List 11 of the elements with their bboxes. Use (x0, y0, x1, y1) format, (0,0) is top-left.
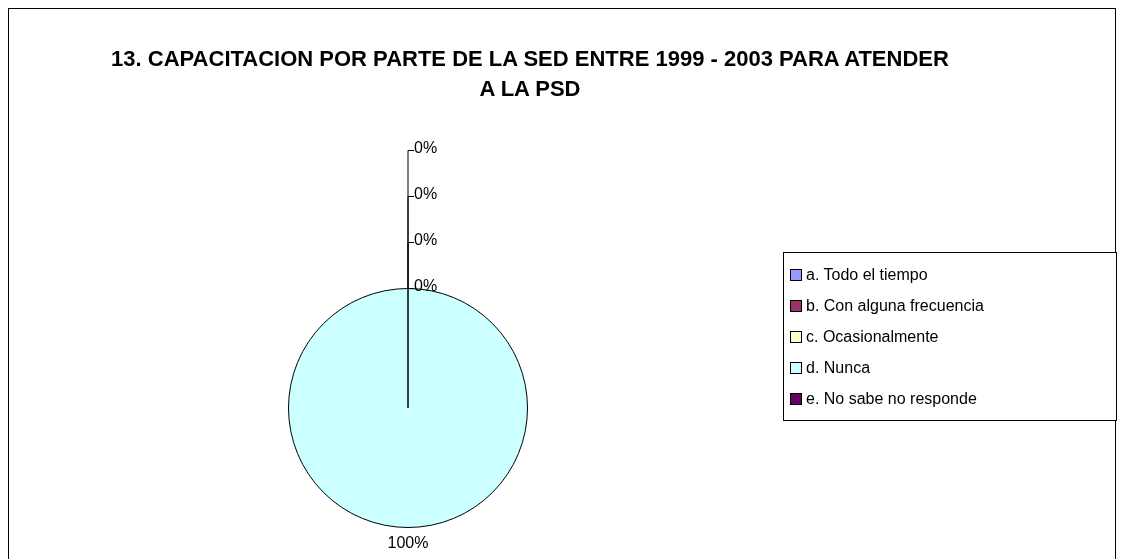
legend-label: b. Con alguna frecuencia (806, 296, 984, 315)
legend-label: e. No sabe no responde (806, 389, 977, 408)
text: 0% (414, 230, 438, 248)
legend-label: d. Nunca (806, 358, 871, 377)
data-label: 100% (387, 533, 429, 551)
text: 0% (414, 276, 438, 294)
text: 0% (414, 138, 438, 156)
text: 0% (414, 184, 438, 202)
chart-title: 13. CAPACITACION POR PARTE DE LA SED ENTRE 1999 - 2003 PARA ATENDER A LA PSD (110, 45, 950, 103)
legend-label: a. Todo el tiempo (806, 265, 928, 284)
legend-label: c. Ocasionalmente (806, 327, 939, 346)
